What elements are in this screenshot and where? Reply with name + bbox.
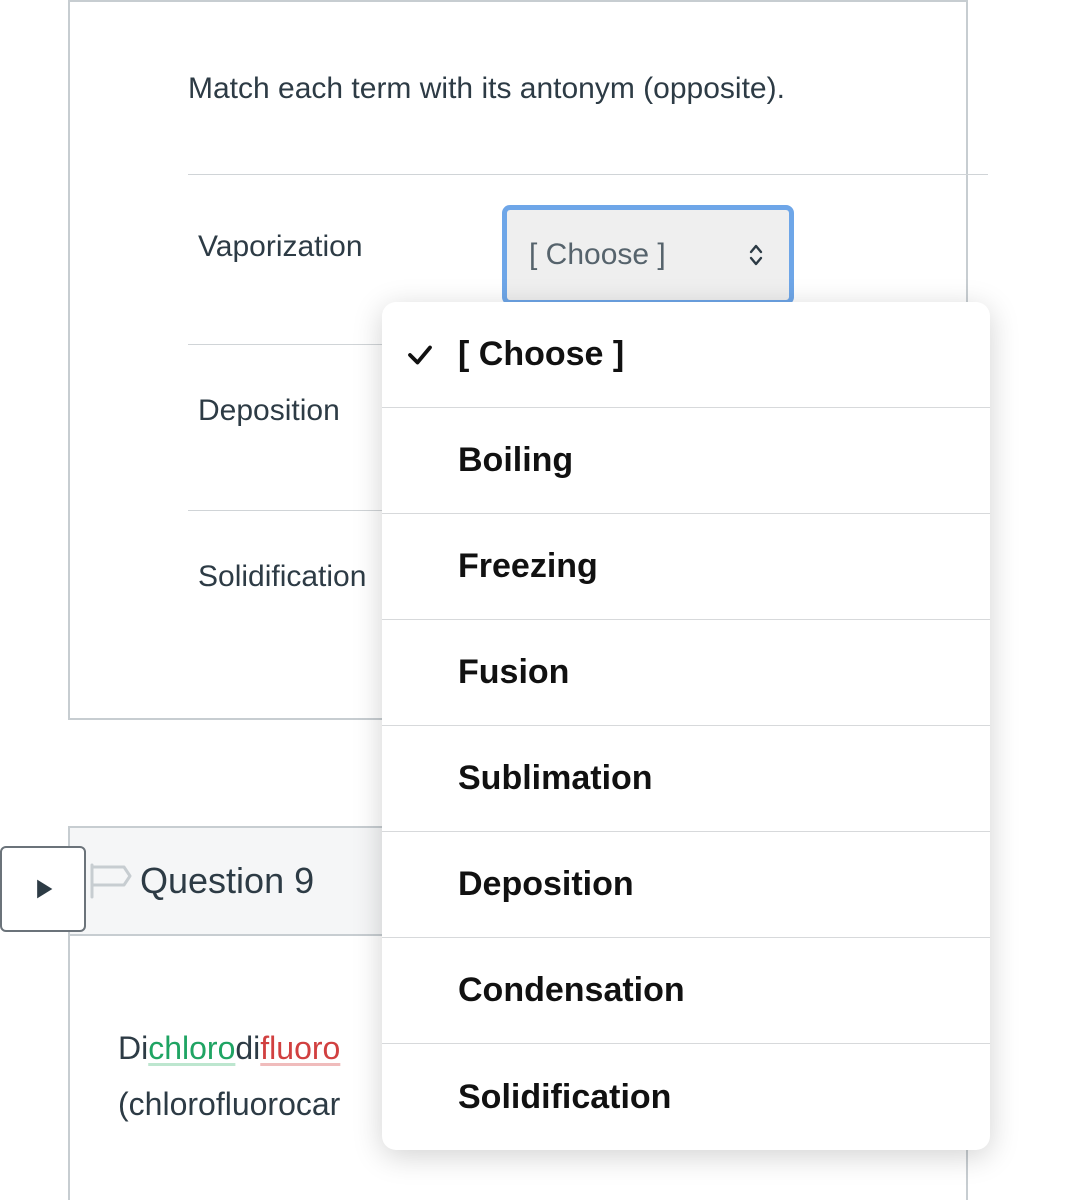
dropdown-option-condensation[interactable]: Condensation (382, 938, 990, 1044)
dropdown-option-label: Condensation (382, 971, 990, 1010)
match-term-vaporization: Vaporization (198, 230, 363, 264)
match-term-deposition: Deposition (198, 394, 340, 428)
antonym-dropdown-menu: [ Choose ] Boiling Freezing Fusion Subli… (382, 302, 990, 1150)
question-prompt: Match each term with its antonym (opposi… (188, 72, 785, 106)
dropdown-option-choose[interactable]: [ Choose ] (382, 302, 990, 408)
antonym-select[interactable]: [ Choose ] (502, 205, 794, 305)
chem-term-line-2: (chlorofluorocar (118, 1086, 340, 1123)
checkmark-icon (382, 340, 458, 370)
dropdown-option-label: Solidification (382, 1078, 990, 1117)
dropdown-option-boiling[interactable]: Boiling (382, 408, 990, 514)
dropdown-option-label: Freezing (382, 547, 990, 586)
dropdown-option-label: Fusion (382, 653, 990, 692)
dropdown-option-freezing[interactable]: Freezing (382, 514, 990, 620)
dropdown-option-deposition[interactable]: Deposition (382, 832, 990, 938)
match-term-solidification: Solidification (198, 560, 366, 594)
divider (188, 174, 988, 175)
dropdown-option-label: [ Choose ] (458, 335, 990, 374)
flag-icon (86, 861, 134, 901)
dropdown-option-solidification[interactable]: Solidification (382, 1044, 990, 1150)
select-value: [ Choose ] (529, 238, 666, 272)
dropdown-option-sublimation[interactable]: Sublimation (382, 726, 990, 832)
question-title: Question 9 (140, 860, 314, 902)
dropdown-option-label: Deposition (382, 865, 990, 904)
chem-term-line-1: Dichlorodifluoro (118, 1030, 340, 1067)
play-button[interactable] (0, 846, 86, 932)
dropdown-option-label: Sublimation (382, 759, 990, 798)
play-icon (29, 875, 57, 903)
chevron-updown-icon (747, 241, 765, 269)
dropdown-option-fusion[interactable]: Fusion (382, 620, 990, 726)
dropdown-option-label: Boiling (382, 441, 990, 480)
